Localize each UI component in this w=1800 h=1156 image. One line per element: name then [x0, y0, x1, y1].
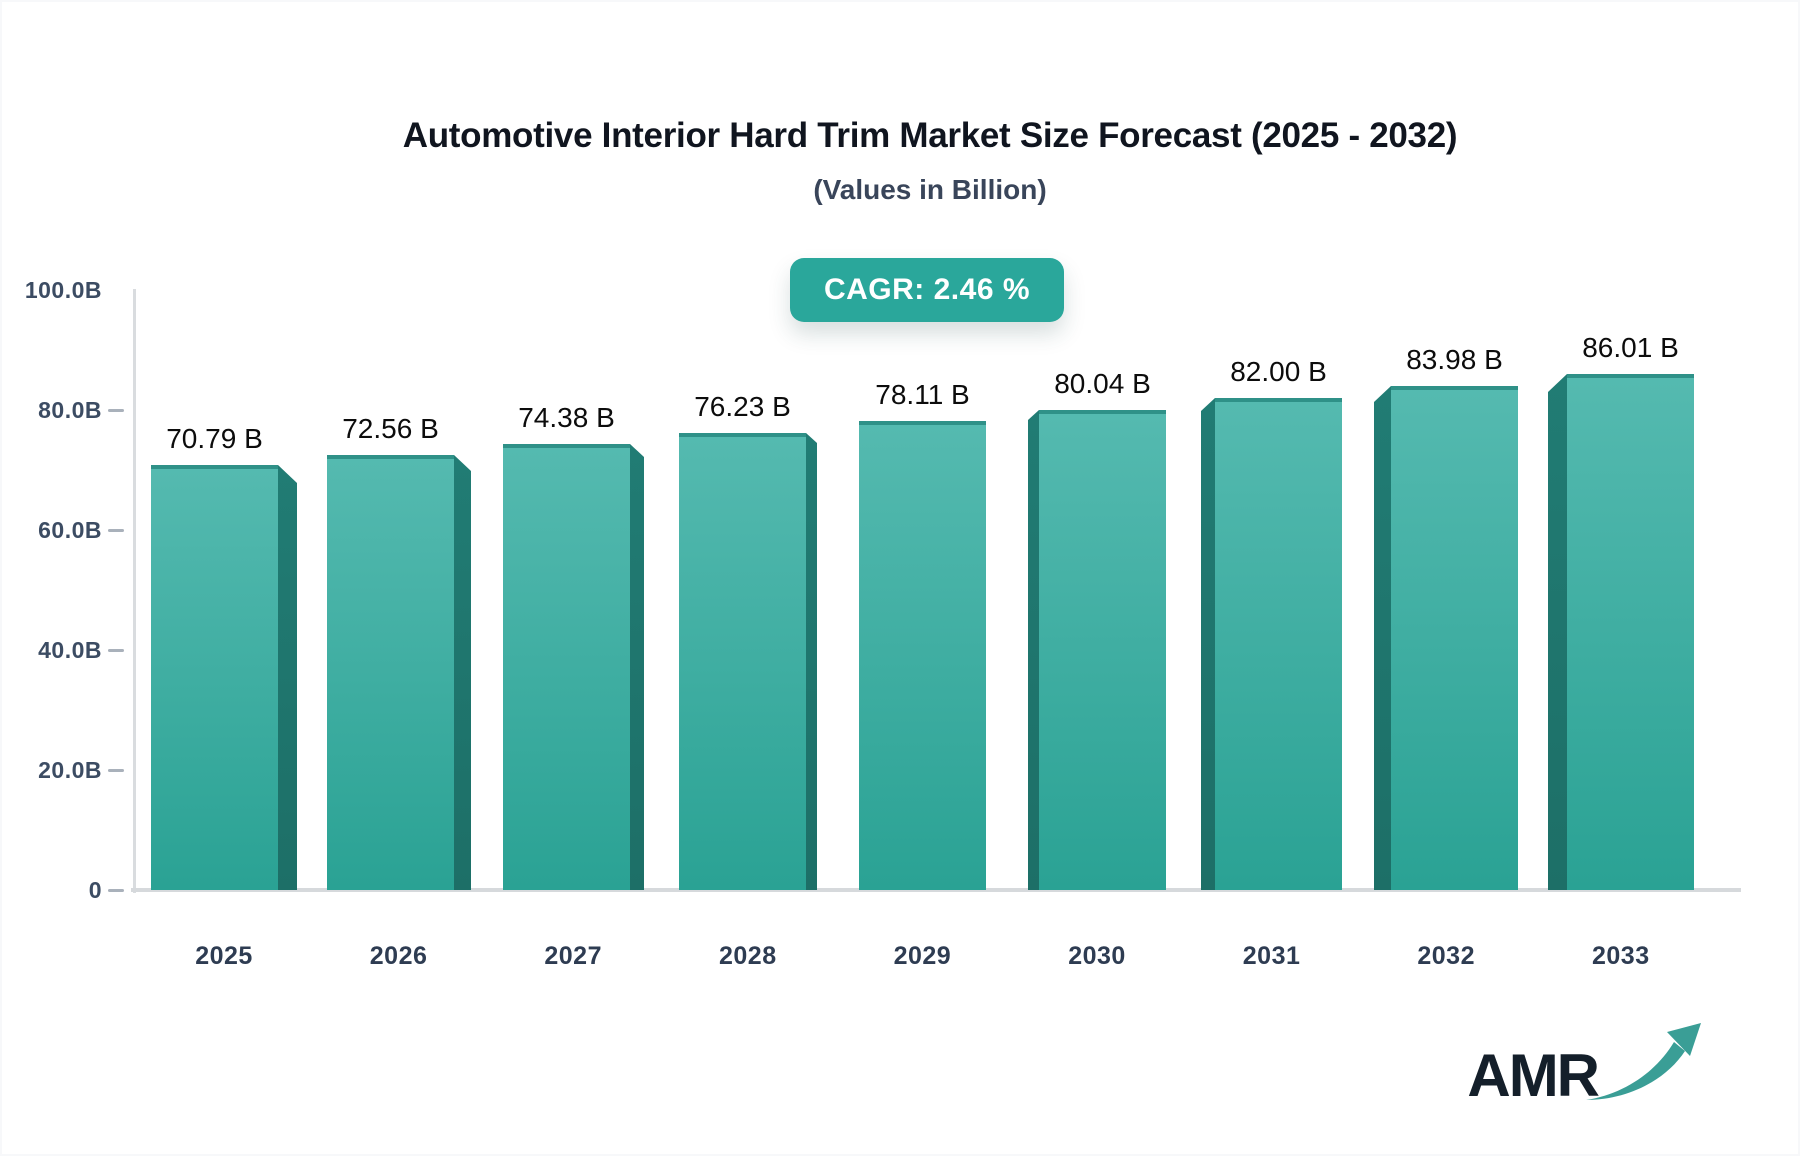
bar-top-edge [327, 455, 454, 459]
bar-face [503, 444, 630, 890]
x-axis-tick-label: 2027 [544, 942, 602, 970]
y-axis-tick-mark [108, 649, 124, 652]
bar-top-edge [1567, 374, 1694, 378]
y-axis-tick-mark [108, 409, 124, 412]
bar-side-face [630, 444, 644, 890]
bar-face [679, 433, 806, 890]
y-axis-tick-label: 60.0B [38, 517, 102, 543]
bar-value-label: 86.01 B [1582, 332, 1679, 363]
bar-2026 [327, 455, 471, 890]
chart-title: Automotive Interior Hard Trim Market Siz… [402, 116, 1458, 155]
bar-2033 [1548, 374, 1694, 890]
y-axis-tick-label: 0 [88, 877, 102, 903]
x-axis-tick-label: 2030 [1068, 942, 1126, 970]
bar-value-label: 74.38 B [518, 402, 615, 433]
bar-2032 [1374, 386, 1518, 890]
bar-top-edge [151, 465, 278, 469]
bar-side-face [278, 465, 297, 890]
bar-value-label: 76.23 B [694, 391, 791, 422]
x-axis-tick-label: 2032 [1417, 942, 1475, 970]
bar-2030 [1028, 410, 1166, 890]
amr-logo-text: AMR [1467, 1042, 1600, 1109]
y-axis-tick-label: 100.0B [24, 277, 102, 303]
bar-value-label: 82.00 B [1230, 356, 1327, 387]
bar-face [151, 465, 278, 890]
bar-side-face [1548, 374, 1567, 890]
x-axis-tick-label: 2033 [1591, 942, 1650, 970]
bar-top-edge [503, 444, 630, 448]
bar-2029 [859, 421, 986, 890]
y-axis-tick-label: 20.0B [38, 757, 102, 783]
chart-subtitle: (Values in Billion) [813, 174, 1047, 205]
y-axis-tick-mark [108, 889, 124, 892]
bar-side-face [1201, 398, 1215, 890]
bar-value-label: 83.98 B [1406, 344, 1503, 375]
bar-value-label: 78.11 B [875, 379, 970, 410]
bar-face [1215, 398, 1342, 890]
bar-side-face [1028, 410, 1039, 890]
bar-face [1567, 374, 1694, 890]
y-axis-tick-mark [108, 529, 124, 532]
bar-top-edge [859, 421, 986, 425]
x-axis-tick-label: 2031 [1242, 942, 1301, 970]
bar-top-edge [1215, 398, 1342, 402]
bar-side-face [454, 455, 471, 890]
x-axis-tick-label: 2029 [893, 942, 952, 970]
y-axis-tick-mark [108, 769, 124, 772]
y-axis-tick-label: 40.0B [38, 637, 102, 663]
bar-face [327, 455, 454, 890]
x-axis-tick-label: 2025 [195, 942, 253, 970]
amr-logo: AMR [1467, 1020, 1702, 1106]
bar-value-label: 72.56 B [342, 413, 439, 444]
bar-face [1391, 386, 1518, 890]
bar-2031 [1201, 398, 1342, 890]
bar-top-edge [679, 433, 806, 437]
y-axis-line [133, 289, 136, 893]
cagr-badge: CAGR: 2.46 % [790, 258, 1064, 322]
bar-face [859, 421, 986, 890]
bar-side-face [806, 433, 817, 890]
bar-face [1039, 410, 1166, 890]
growth-arrow-icon [1586, 1023, 1701, 1100]
bar-side-face [1374, 386, 1391, 890]
bar-2027 [503, 444, 644, 890]
x-axis-tick-label: 2026 [369, 942, 428, 970]
cagr-badge-label: CAGR: 2.46 % [823, 273, 1031, 306]
x-axis-baseline [131, 888, 1741, 892]
bar-2025 [151, 465, 297, 890]
bar-top-edge [1391, 386, 1518, 390]
bar-value-label: 70.79 B [166, 423, 263, 454]
bar-value-label: 80.04 B [1054, 368, 1151, 399]
bar-top-edge [1039, 410, 1166, 414]
y-axis-tick-label: 80.0B [38, 397, 102, 423]
bar-2028 [679, 433, 817, 890]
x-axis-tick-label: 2028 [718, 942, 777, 970]
